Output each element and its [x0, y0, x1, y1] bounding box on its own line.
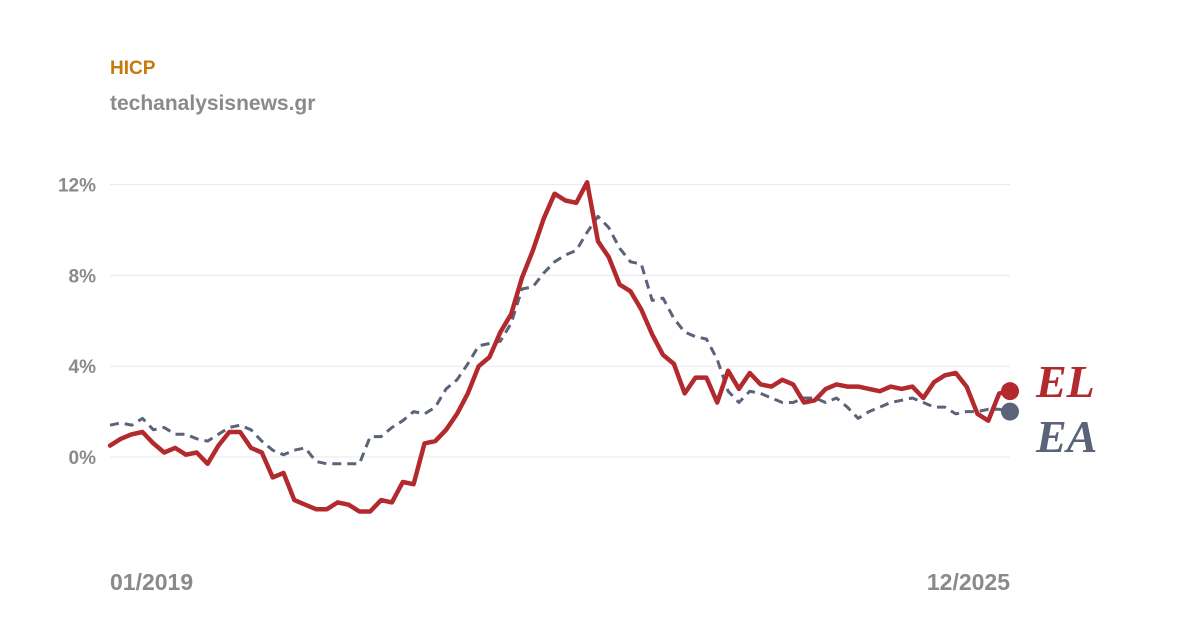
- series-labels: EL EA: [1035, 356, 1097, 462]
- x-axis-ticks: 01/2019 12/2025: [110, 569, 1010, 595]
- series-line-ea: [109, 214, 1011, 466]
- y-tick-label: 4%: [69, 357, 97, 378]
- series-label-el: EL: [1035, 356, 1095, 407]
- series-lines: [107, 180, 1013, 514]
- y-axis-ticks: 0% 4% 8% 12%: [58, 176, 96, 469]
- x-tick-end: 12/2025: [927, 569, 1010, 595]
- grid-lines: [110, 184, 1010, 458]
- y-tick-label: 0%: [69, 448, 97, 469]
- series-line-el: [107, 180, 1013, 514]
- end-marker-ea: [1001, 402, 1019, 421]
- series-label-ea: EA: [1035, 411, 1097, 462]
- y-tick-label: 12%: [58, 176, 96, 197]
- y-tick-label: 8%: [69, 266, 97, 287]
- chart-source: techanalysisnews.gr: [110, 92, 316, 115]
- series-end-markers: [1001, 382, 1019, 421]
- chart-title: HICP: [110, 58, 156, 79]
- x-tick-start: 01/2019: [110, 569, 193, 595]
- end-marker-el: [1001, 382, 1019, 401]
